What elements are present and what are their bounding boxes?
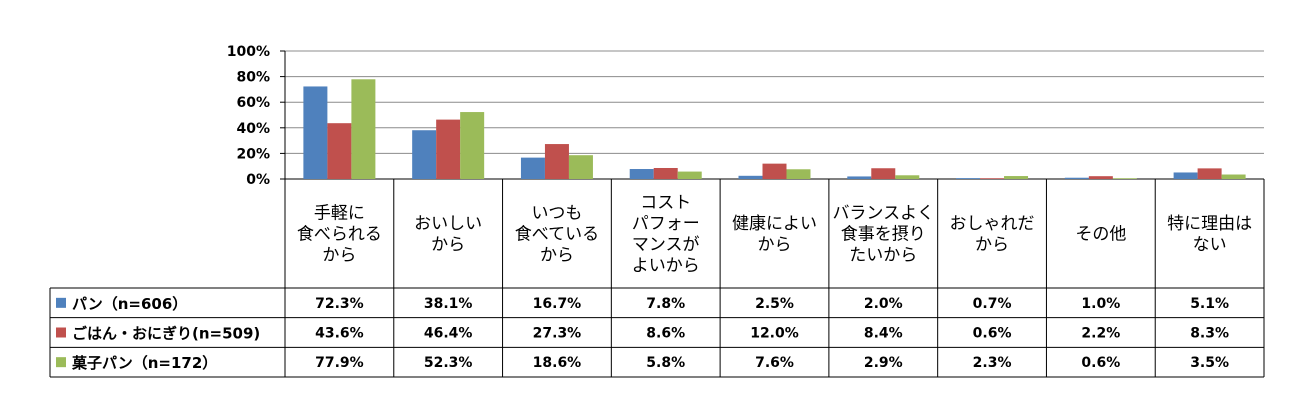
bar bbox=[871, 168, 896, 179]
category-label: から bbox=[322, 246, 356, 266]
category-label: から bbox=[758, 235, 792, 255]
bar bbox=[677, 171, 702, 179]
data-value-label: 2.2% bbox=[1081, 326, 1120, 342]
bar bbox=[327, 123, 352, 179]
y-tick-label: 60% bbox=[236, 95, 270, 111]
bar bbox=[629, 169, 654, 179]
category-label: コスト bbox=[640, 193, 691, 213]
category-label: ない bbox=[1193, 235, 1227, 255]
bar bbox=[1004, 176, 1029, 179]
data-value-label: 8.4% bbox=[864, 326, 903, 342]
data-value-label: 38.1% bbox=[424, 296, 473, 312]
category-label: たいから bbox=[849, 246, 917, 266]
category-label: 健康によい bbox=[732, 214, 817, 234]
data-value-label: 27.3% bbox=[533, 326, 582, 342]
category-label: パフォー bbox=[632, 214, 700, 234]
category-label: 食事を摂り bbox=[841, 225, 926, 245]
category-label: 特に理由は bbox=[1167, 214, 1252, 234]
data-value-label: 18.6% bbox=[533, 355, 582, 371]
data-value-label: 7.8% bbox=[646, 296, 685, 312]
series-name: パン（n=606） bbox=[72, 295, 187, 313]
series-name: ごはん・おにぎり(n=509) bbox=[72, 325, 260, 343]
category-label: から bbox=[540, 246, 574, 266]
category-label: マンスが bbox=[632, 235, 700, 255]
data-value-label: 2.0% bbox=[864, 296, 903, 312]
category-label: その他 bbox=[1075, 225, 1126, 245]
data-value-label: 0.7% bbox=[973, 296, 1012, 312]
data-table: 手軽に食べられるからおいしいからいつも食べているからコストパフォーマンスがよいか… bbox=[49, 179, 1265, 378]
category-label: いつも bbox=[531, 204, 582, 224]
y-tick-label: 40% bbox=[236, 121, 270, 137]
y-tick-label: 0% bbox=[246, 172, 270, 188]
bar bbox=[786, 169, 811, 179]
bar bbox=[568, 155, 593, 179]
data-value-label: 2.3% bbox=[973, 355, 1012, 371]
category-label: 食べられる bbox=[297, 225, 382, 245]
category-label: から bbox=[431, 235, 465, 255]
category-label: おしゃれだ bbox=[950, 214, 1035, 234]
data-value-label: 52.3% bbox=[424, 355, 473, 371]
bar bbox=[762, 163, 787, 179]
data-value-label: 8.3% bbox=[1190, 326, 1229, 342]
data-value-label: 5.8% bbox=[646, 355, 685, 371]
bar bbox=[738, 175, 763, 179]
data-value-label: 72.3% bbox=[315, 296, 364, 312]
bar bbox=[956, 178, 981, 179]
bar bbox=[436, 119, 461, 179]
data-value-label: 0.6% bbox=[973, 326, 1012, 342]
bar bbox=[653, 167, 678, 179]
y-tick-label: 20% bbox=[236, 146, 270, 162]
bar bbox=[1064, 177, 1089, 179]
legend-key bbox=[56, 327, 66, 338]
bar bbox=[1112, 178, 1137, 179]
bar bbox=[1197, 168, 1222, 179]
category-label: から bbox=[975, 235, 1009, 255]
category-label: バランスよく bbox=[832, 204, 934, 224]
data-value-label: 1.0% bbox=[1081, 296, 1120, 312]
data-value-label: 46.4% bbox=[424, 326, 473, 342]
data-value-label: 43.6% bbox=[315, 326, 364, 342]
bar bbox=[351, 79, 376, 179]
legend-key bbox=[56, 357, 66, 368]
data-value-label: 0.6% bbox=[1081, 355, 1120, 371]
bar bbox=[847, 176, 872, 179]
y-tick-label: 100% bbox=[227, 44, 270, 60]
bar bbox=[1173, 172, 1198, 179]
data-value-label: 2.5% bbox=[755, 296, 794, 312]
bar bbox=[1088, 176, 1113, 179]
data-value-label: 3.5% bbox=[1190, 355, 1229, 371]
series-name: 菓子パン（n=172） bbox=[71, 354, 217, 372]
bar bbox=[303, 86, 328, 179]
bar bbox=[520, 157, 545, 179]
category-label: 手軽に bbox=[314, 204, 365, 224]
bar bbox=[544, 144, 569, 179]
bar bbox=[980, 178, 1005, 179]
bar bbox=[412, 130, 437, 179]
bar bbox=[895, 175, 920, 179]
bar bbox=[460, 112, 485, 179]
category-label: おいしい bbox=[414, 214, 482, 234]
category-label: よいから bbox=[632, 256, 700, 276]
data-value-label: 12.0% bbox=[750, 326, 799, 342]
data-value-label: 16.7% bbox=[533, 296, 582, 312]
axis-layer: 0% 20% 40% 60% 80% 100% bbox=[227, 44, 286, 188]
legend-key bbox=[56, 297, 66, 308]
bar-layer bbox=[303, 79, 1246, 179]
data-value-label: 77.9% bbox=[315, 355, 364, 371]
data-value-label: 8.6% bbox=[646, 326, 685, 342]
data-value-label: 7.6% bbox=[755, 355, 794, 371]
category-label: 食べている bbox=[515, 225, 599, 245]
data-value-label: 5.1% bbox=[1190, 296, 1229, 312]
y-tick-label: 80% bbox=[236, 70, 270, 86]
bar bbox=[1221, 174, 1246, 179]
data-value-label: 2.9% bbox=[864, 355, 903, 371]
